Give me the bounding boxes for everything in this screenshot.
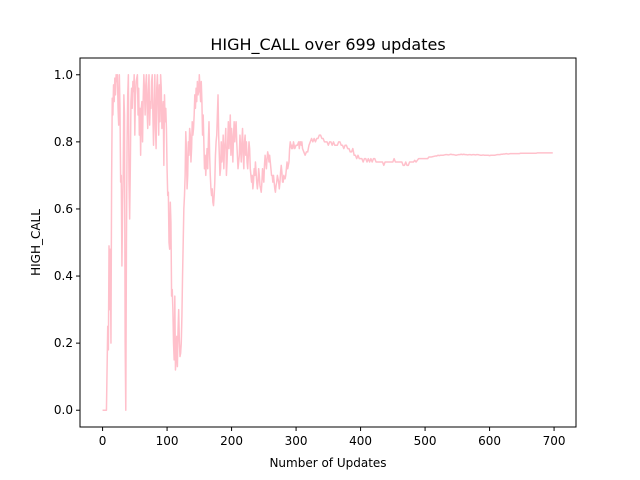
y-tick-label: 1.0 (54, 68, 73, 82)
x-tick-label: 0 (99, 434, 107, 448)
x-tick-label: 200 (220, 434, 243, 448)
x-axis-label: Number of Updates (269, 456, 386, 470)
plot-area (79, 57, 577, 428)
x-tick-label: 100 (156, 434, 179, 448)
y-tick-label: 0.0 (54, 403, 73, 417)
x-tick-label: 300 (285, 434, 308, 448)
x-tick-label: 400 (349, 434, 372, 448)
y-tick-label: 0.6 (54, 202, 73, 216)
chart-title: HIGH_CALL over 699 updates (210, 35, 445, 55)
x-tick-label: 600 (478, 434, 501, 448)
axes-frame (79, 57, 577, 428)
y-tick-label: 0.2 (54, 336, 73, 350)
x-axis-ticks: 0 100 200 300 400 500 600 700 (99, 427, 566, 448)
series-layer (102, 74, 553, 411)
y-tick-label: 0.4 (54, 269, 73, 283)
y-axis-label: HIGH_CALL (29, 209, 43, 276)
x-tick-label: 700 (543, 434, 566, 448)
x-tick-label: 500 (414, 434, 437, 448)
y-axis-ticks: 0.0 0.2 0.4 0.6 0.8 1.0 (54, 68, 80, 417)
series-line-0 (102, 74, 553, 411)
y-tick-label: 0.8 (54, 135, 73, 149)
